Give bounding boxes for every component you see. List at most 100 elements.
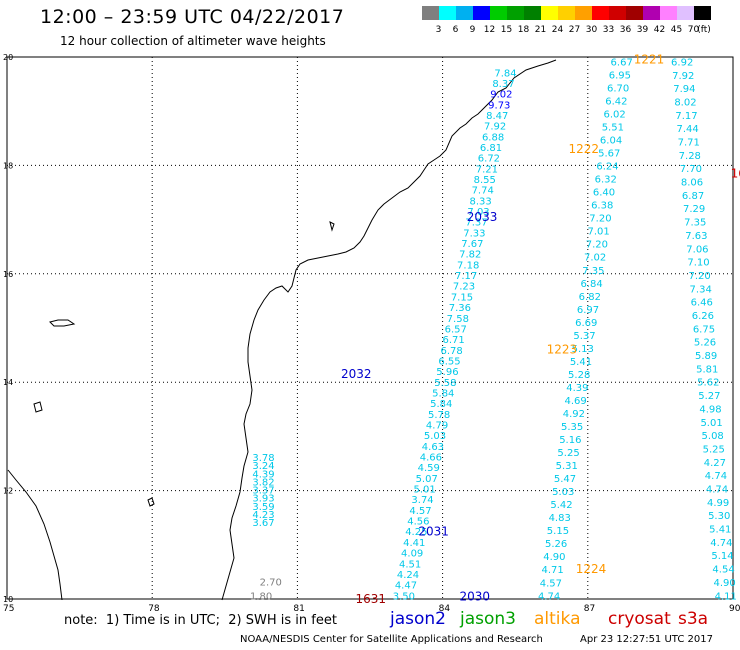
color-swatch [609, 6, 626, 20]
color-scale-label: 30 [585, 25, 598, 35]
wave-height-value: 5.89 [695, 351, 717, 362]
wave-height-value: 3.67 [252, 518, 274, 529]
wave-height-value: 7.18 [457, 260, 479, 271]
wave-height-value: 5.26 [694, 338, 716, 349]
wave-height-value: 3.24 [252, 461, 274, 472]
coastline [221, 59, 557, 601]
color-scale-label: 24 [551, 25, 564, 35]
lon-label: 75 [3, 604, 14, 614]
color-swatch [473, 6, 490, 20]
pass-number-label: 163 [731, 167, 740, 181]
pass-number-label: 2030 [460, 589, 491, 603]
island-4 [329, 221, 335, 232]
wave-height-value: 8.33 [469, 196, 491, 207]
lon-label: 81 [293, 604, 304, 614]
wave-height-value: 7.06 [686, 244, 708, 255]
wave-height-value: 6.26 [692, 311, 714, 322]
wave-height-value: 9.02 [490, 90, 512, 101]
wave-height-value: 4.74 [706, 485, 728, 496]
wave-height-value: 7.34 [690, 284, 712, 295]
wave-height-value: 6.88 [482, 132, 504, 143]
wave-height-value: 5.25 [703, 444, 725, 455]
wave-height-value: 5.51 [602, 123, 624, 134]
wave-height-value: 4.63 [422, 442, 444, 453]
legend-item-cryosat: cryosat [608, 609, 671, 629]
color-swatch [507, 6, 524, 20]
color-scale-label: 45 [670, 25, 683, 35]
wave-height-value: 6.72 [478, 154, 500, 165]
lon-label: 78 [148, 604, 160, 614]
wave-height-value: 7.29 [683, 204, 705, 215]
wave-height-value: 6.46 [691, 298, 713, 309]
wave-height-value: 7.17 [455, 271, 477, 282]
wave-height-value: 6.42 [605, 96, 627, 107]
wave-height-value: 5.81 [696, 364, 718, 375]
wave-height-value: 4.92 [563, 409, 585, 420]
pass-number-label: 1222 [568, 142, 599, 156]
sri-lanka-coast [7, 469, 63, 601]
wave-height-value: 4.27 [704, 458, 726, 469]
color-scale-unit: (ft) [697, 25, 711, 35]
wave-height-value: 3.78 [252, 453, 274, 464]
wave-height-value: 6.84 [580, 279, 602, 290]
wave-height-value: 4.90 [714, 578, 736, 589]
color-scale-label: 33 [602, 25, 615, 35]
wave-height-value: 4.71 [541, 565, 563, 576]
color-swatch [626, 6, 643, 20]
wave-height-value: 8.02 [674, 97, 696, 108]
wave-height-value: 6.57 [445, 324, 467, 335]
wave-height-value: 7.67 [461, 239, 483, 250]
pass-number-label: 1223 [547, 343, 578, 357]
lat-label: 16 [3, 270, 13, 279]
color-scale-label: 42 [653, 25, 666, 35]
lat-label: 18 [3, 161, 13, 170]
wave-height-value: 7.92 [672, 71, 694, 82]
wave-height-value: 5.35 [561, 422, 583, 433]
lon-label: 84 [439, 604, 451, 614]
color-scale-label: 12 [483, 25, 496, 35]
wave-height-value: 5.01 [700, 418, 722, 429]
wave-height-value: 7.33 [463, 228, 485, 239]
wave-height-value: 5.03 [424, 431, 446, 442]
wave-height-value: 5.07 [416, 474, 438, 485]
color-swatch [643, 6, 660, 20]
wave-height-value: 4.66 [420, 453, 442, 464]
wave-height-value: 7.94 [673, 84, 695, 95]
wave-height-value: 6.38 [591, 201, 613, 212]
color-scale-label: 15 [500, 25, 513, 35]
color-scale-label: 3 [435, 25, 442, 35]
lat-label: 14 [3, 378, 13, 387]
wave-height-value: 7.36 [449, 303, 471, 314]
color-scale-label: 70 [687, 25, 700, 35]
island-1 [49, 319, 76, 327]
wave-height-value: 4.25 [405, 527, 427, 538]
wave-height-value: 4.99 [707, 498, 729, 509]
wave-height-value: 7.37 [465, 218, 487, 229]
wave-height-value: 4.11 [715, 591, 737, 602]
color-swatch [660, 6, 677, 20]
wave-height-value: 7.92 [484, 122, 506, 133]
wave-height-value: 7.44 [676, 124, 698, 135]
wave-height-value: 6.82 [579, 292, 601, 303]
wave-height-value: 6.78 [440, 346, 462, 357]
wave-height-value: 7.70 [680, 164, 702, 175]
wave-height-value: 4.59 [418, 463, 440, 474]
wave-height-value: 4.69 [565, 396, 587, 407]
wave-height-value: 5.84 [432, 388, 454, 399]
wave-height-value: 1.80 [250, 591, 272, 602]
wave-height-value: 5.01 [413, 485, 435, 496]
wave-height-value: 6.32 [595, 175, 617, 186]
wave-height-value: 6.75 [693, 324, 715, 335]
color-swatch [490, 6, 507, 20]
wave-height-value: 5.13 [572, 344, 594, 355]
wave-height-value: 6.97 [577, 305, 599, 316]
map-title: 12:00 – 23:59 UTC 04/22/2017 [40, 6, 345, 28]
wave-height-value: 4.41 [403, 538, 425, 549]
wave-height-value: 6.70 [607, 83, 629, 94]
wave-height-value: 5.25 [557, 448, 579, 459]
wave-height-value: 6.40 [593, 188, 615, 199]
wave-height-value: 5.41 [709, 525, 731, 536]
wave-height-value: 8.47 [486, 111, 508, 122]
wave-height-value: 8.37 [492, 79, 514, 90]
color-scale-label: 21 [534, 25, 547, 35]
